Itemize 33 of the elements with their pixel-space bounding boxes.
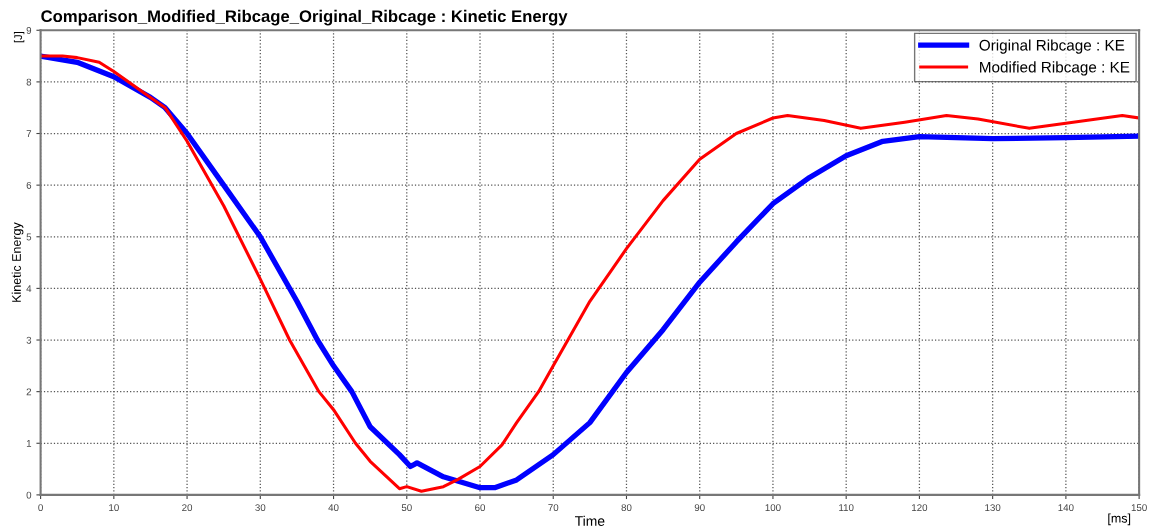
x-tick-label: 80: [621, 504, 632, 512]
y-tick-label: 9: [26, 27, 32, 34]
x-tick-label: 70: [548, 504, 559, 512]
y-tick-label: 2: [26, 388, 32, 396]
text: [ms]: [1108, 513, 1131, 526]
text: [J]: [13, 32, 25, 43]
x-tick-label: 140: [1058, 504, 1074, 512]
y-tick-label: 1: [26, 440, 32, 447]
x-tick-label: 10: [109, 504, 119, 512]
x-tick-label: 50: [401, 504, 412, 512]
x-tick-label: 20: [182, 504, 193, 512]
y-tick-label: 7: [26, 130, 32, 138]
legend-label: Modified Ribcage : KE: [980, 61, 1130, 76]
x-tick-label: 100: [765, 504, 781, 512]
x-tick-label: 130: [985, 504, 1001, 512]
x-tick-label: 110: [839, 504, 854, 512]
y-tick-label: 3: [26, 336, 32, 344]
chart-title: Comparison_Modified_Ribcage_Original_Ribcage : Kinetic Energy: [41, 9, 568, 26]
x-tick-label: 150: [1131, 504, 1147, 512]
x-tick-label: 60: [475, 504, 486, 512]
x-tick-label: 40: [328, 504, 339, 512]
y-tick-label: 0: [26, 491, 32, 499]
x-tick-label: 30: [255, 504, 266, 512]
y-axis-title: Kinetic Energy: [11, 222, 24, 302]
x-axis-title: Time: [575, 515, 605, 526]
x-tick-label: 0: [38, 504, 43, 512]
y-tick-label: 6: [26, 181, 32, 189]
y-tick-label: 4: [26, 285, 32, 292]
y-tick-label: 8: [26, 78, 32, 86]
x-tick-label: 90: [694, 504, 705, 512]
y-tick-label: 5: [26, 233, 32, 241]
legend-label: Original Ribcage : KE: [979, 39, 1125, 54]
x-tick-label: 120: [912, 504, 928, 512]
